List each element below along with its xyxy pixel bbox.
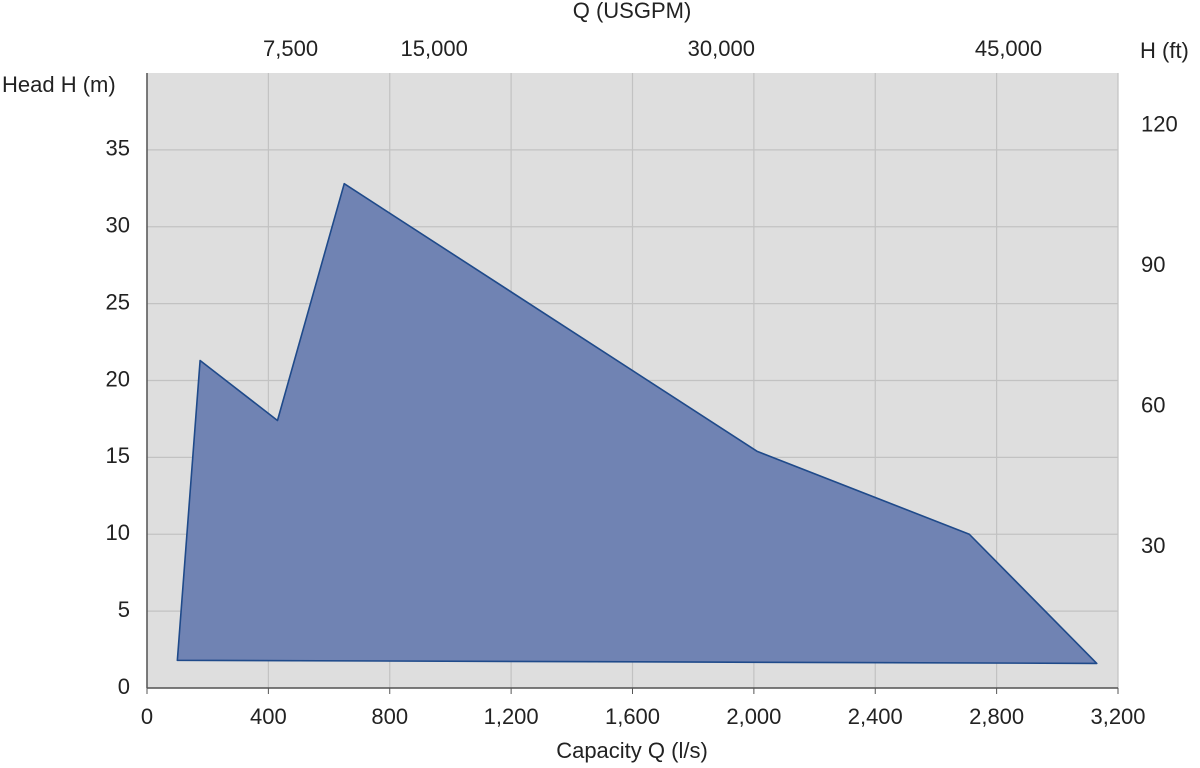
x-tick-label: 0 bbox=[141, 704, 153, 729]
y2-tick-label: 120 bbox=[1141, 111, 1178, 136]
y-tick-label: 15 bbox=[106, 443, 130, 468]
y-tick-label: 0 bbox=[118, 674, 130, 699]
y2-axis-title: H (ft) bbox=[1140, 38, 1189, 63]
y-tick-label: 30 bbox=[106, 213, 130, 238]
x-tick-label: 1,200 bbox=[484, 704, 539, 729]
x-tick-label: 2,800 bbox=[969, 704, 1024, 729]
x2-tick-label: 15,000 bbox=[401, 36, 468, 61]
y2-tick-label: 60 bbox=[1141, 393, 1165, 418]
x-tick-label: 800 bbox=[371, 704, 408, 729]
x2-tick-label: 7,500 bbox=[263, 36, 318, 61]
operating-range bbox=[176, 182, 1098, 665]
x-tick-label: 2,000 bbox=[726, 704, 781, 729]
x2-axis-title: Q (USGPM) bbox=[573, 0, 692, 23]
y-tick-label: 5 bbox=[118, 597, 130, 622]
y2-tick-label: 90 bbox=[1141, 252, 1165, 277]
x-tick-label: 2,400 bbox=[848, 704, 903, 729]
x-axis-title: Capacity Q (l/s) bbox=[556, 738, 708, 763]
x2-tick-label: 30,000 bbox=[688, 36, 755, 61]
y-tick-label: 10 bbox=[106, 520, 130, 545]
y2-tick-label: 30 bbox=[1141, 533, 1165, 558]
x-tick-label: 400 bbox=[250, 704, 287, 729]
y-tick-label: 25 bbox=[106, 289, 130, 314]
x-tick-label: 1,600 bbox=[605, 704, 660, 729]
y-tick-label: 20 bbox=[106, 366, 130, 391]
x-tick-label: 3,200 bbox=[1090, 704, 1145, 729]
x2-tick-label: 45,000 bbox=[975, 36, 1042, 61]
y-tick-label: 35 bbox=[106, 136, 130, 161]
y-axis-title: Head H (m) bbox=[2, 72, 116, 97]
